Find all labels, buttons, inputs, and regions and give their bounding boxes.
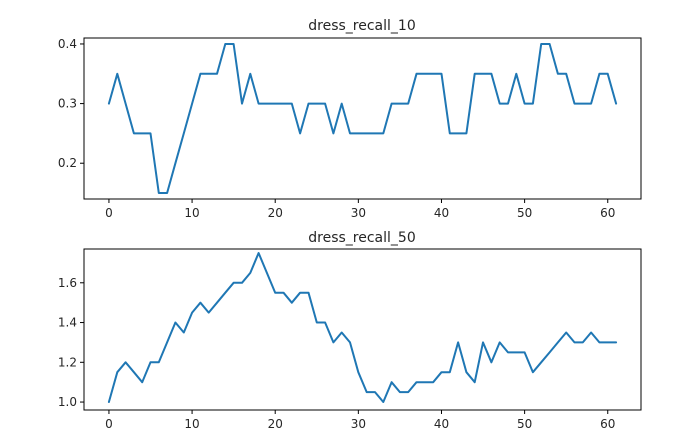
x-tick-label: 0	[105, 206, 113, 220]
chart-title: dress_recall_10	[308, 18, 415, 34]
x-tick-label: 40	[434, 417, 449, 431]
x-tick-label: 20	[268, 417, 283, 431]
plot-frame	[83, 37, 642, 200]
x-tick-label: 50	[517, 417, 532, 431]
x-tick-label: 10	[184, 206, 199, 220]
y-tick-label: 0.3	[58, 97, 77, 111]
chart-title: dress_recall_50	[308, 230, 415, 246]
series-line	[107, 43, 618, 194]
plot-frame	[83, 248, 642, 411]
chart-dress-recall-10: dress_recall_10 0 10 20 30 40 50 60 0.2 0.3 0.4	[58, 18, 642, 220]
x-tick-label: 40	[434, 206, 449, 220]
x-tick-label: 50	[517, 206, 532, 220]
x-tick-label: 10	[184, 417, 199, 431]
y-tick-label: 1.4	[58, 316, 77, 330]
y-tick-label: 0.4	[58, 37, 77, 51]
y-tick-label: 0.2	[58, 156, 77, 170]
y-tick-label: 1.2	[58, 355, 77, 369]
x-tick-label: 60	[600, 417, 615, 431]
chart-dress-recall-50: dress_recall_50 0 10 20 30 40 50 60 1.0 1.2 1.4 1.…	[58, 230, 642, 431]
x-tick-label: 20	[268, 206, 283, 220]
x-tick-label: 30	[351, 206, 366, 220]
x-tick-label: 0	[105, 417, 113, 431]
series-line	[107, 252, 618, 403]
x-tick-label: 60	[600, 206, 615, 220]
x-tick-label: 30	[351, 417, 366, 431]
y-tick-label: 1.0	[58, 395, 77, 409]
y-tick-label: 1.6	[58, 276, 77, 290]
